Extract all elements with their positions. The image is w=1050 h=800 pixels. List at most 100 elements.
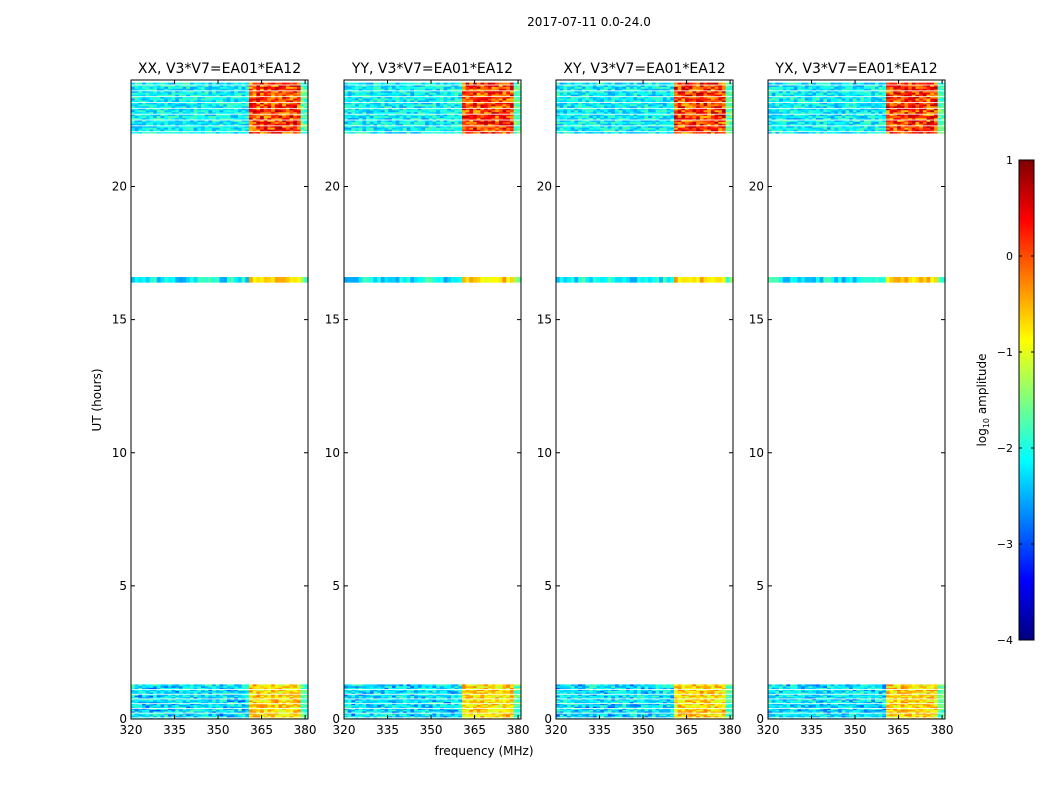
heatmap-cell [156,104,161,107]
heatmap-cell [145,131,150,134]
heatmap-cell [454,107,459,111]
heatmap-cell [289,96,294,99]
heatmap-cell [410,692,415,695]
heatmap-cell [296,711,302,713]
heatmap-cell [480,131,485,134]
heatmap-cell [487,277,492,283]
heatmap-cell [347,695,352,698]
heatmap-cell [425,277,430,283]
heatmap-cell [182,117,187,120]
heatmap-cell [293,709,298,712]
heatmap-cell [296,698,302,701]
heatmap-cell [443,125,448,128]
heatmap-cell [241,692,246,695]
heatmap-cell [138,715,143,718]
heatmap-cell [436,693,441,696]
heatmap-cell [142,125,147,128]
heatmap-cell [263,125,268,128]
heatmap-cell [450,102,456,105]
heatmap-cell [362,717,367,720]
heatmap-cell [293,86,298,89]
heatmap-cell [436,696,441,699]
heatmap-cell [388,684,393,687]
heatmap-cell [513,684,518,687]
heatmap-cell [443,123,448,126]
heatmap-cell [226,106,231,109]
heatmap-cell [369,709,374,712]
heatmap-cell [142,113,147,117]
heatmap-cell [219,131,224,134]
heatmap-cell [498,701,503,704]
heatmap-cell [513,711,518,713]
heatmap-cell [263,277,268,283]
heatmap-cell [592,712,597,715]
heatmap-cell [403,706,408,709]
heatmap-cell [263,685,268,688]
heatmap-cell [256,689,261,691]
heatmap-cell [406,94,411,97]
heatmap-cell [403,117,408,120]
heatmap-cell [462,714,467,717]
heatmap-cell [487,117,492,120]
heatmap-cell [134,96,139,99]
heatmap-cell [366,86,371,89]
heatmap-cell [260,94,265,97]
heatmap-cell [388,709,393,712]
heatmap-cell [469,82,474,85]
heatmap-cell [373,684,378,687]
heatmap-cell [480,704,485,707]
heatmap-cell [304,88,309,91]
heatmap-cell [674,714,679,717]
heatmap-cell [201,711,206,713]
heatmap-cell [186,707,191,710]
heatmap-cell [351,687,356,690]
heatmap-cell [252,88,257,91]
integration-gap [131,712,308,714]
heatmap-cell [428,687,433,690]
heatmap-cell [436,690,441,693]
heatmap-cell [260,115,265,118]
heatmap-cell [230,125,235,128]
heatmap-cell [380,84,385,87]
heatmap-cell [666,714,671,717]
heatmap-cell [480,693,485,696]
heatmap-cell [223,715,228,718]
heatmap-cell [351,703,356,706]
heatmap-cell [164,684,169,687]
heatmap-cell [476,277,481,283]
heatmap-cell [164,712,169,715]
heatmap-cell [439,111,444,115]
heatmap-cell [487,712,492,715]
heatmap-cell [714,714,719,717]
heatmap-cell [366,709,371,712]
heatmap-cell [436,703,441,706]
heatmap-cell [212,127,217,130]
heatmap-cell [721,717,727,720]
heatmap-cell [142,119,147,122]
heatmap-cell [377,94,382,97]
heatmap-cell [362,700,367,702]
heatmap-cell [219,86,224,89]
heatmap-cell [197,127,202,130]
heatmap-cell [347,121,352,124]
heatmap-cells [131,82,309,720]
heatmap-cell [149,111,154,115]
integration-gap [344,131,521,133]
heatmap-cell [347,696,352,699]
heatmap-cell [388,707,393,710]
heatmap-cell [399,96,404,99]
heatmap-cell [563,715,568,718]
heatmap-cell [344,707,349,710]
heatmap-cell [502,123,507,126]
heatmap-cell [677,714,682,717]
heatmap-cell [230,111,235,115]
heatmap-cell [377,88,382,91]
heatmap-cell [388,104,393,107]
heatmap-cell [190,96,195,99]
heatmap-cell [249,704,254,707]
heatmap-cell [226,709,231,712]
heatmap-cell [145,717,150,720]
heatmap-cell [153,115,158,118]
heatmap-cell [160,113,165,117]
